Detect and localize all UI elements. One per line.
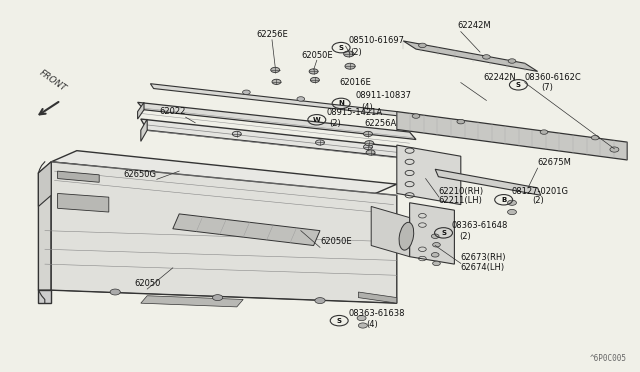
Text: 62210(RH): 62210(RH) bbox=[438, 187, 484, 196]
Polygon shape bbox=[38, 162, 51, 206]
Text: S: S bbox=[337, 318, 342, 324]
Text: (2): (2) bbox=[532, 196, 544, 205]
Polygon shape bbox=[397, 112, 627, 160]
Circle shape bbox=[344, 51, 354, 57]
Text: 62016E: 62016E bbox=[339, 78, 371, 87]
Circle shape bbox=[110, 289, 120, 295]
Circle shape bbox=[315, 298, 325, 304]
Text: W: W bbox=[313, 117, 321, 123]
Circle shape bbox=[272, 79, 281, 84]
Circle shape bbox=[540, 130, 548, 134]
Circle shape bbox=[243, 90, 250, 94]
Text: 08915-1421A: 08915-1421A bbox=[326, 108, 383, 117]
Circle shape bbox=[357, 315, 366, 321]
Text: (2): (2) bbox=[330, 119, 341, 128]
Polygon shape bbox=[410, 203, 454, 264]
Circle shape bbox=[309, 69, 318, 74]
Text: 62022: 62022 bbox=[159, 107, 186, 116]
Polygon shape bbox=[38, 162, 51, 290]
Circle shape bbox=[297, 97, 305, 101]
Text: 62211(LH): 62211(LH) bbox=[438, 196, 483, 205]
Text: 08360-6162C: 08360-6162C bbox=[525, 73, 582, 82]
Text: 08127-0201G: 08127-0201G bbox=[512, 187, 569, 196]
Text: 62673(RH): 62673(RH) bbox=[461, 253, 506, 262]
Text: 62256A: 62256A bbox=[365, 119, 397, 128]
Polygon shape bbox=[397, 145, 461, 205]
Text: N: N bbox=[338, 100, 344, 106]
Text: S: S bbox=[516, 82, 521, 88]
Text: 62050E: 62050E bbox=[320, 237, 351, 246]
Circle shape bbox=[212, 295, 223, 301]
Circle shape bbox=[366, 150, 375, 155]
Circle shape bbox=[345, 63, 355, 69]
Circle shape bbox=[457, 119, 465, 124]
Polygon shape bbox=[371, 206, 410, 257]
Polygon shape bbox=[435, 169, 541, 195]
Circle shape bbox=[364, 144, 372, 150]
Text: 62674(LH): 62674(LH) bbox=[461, 263, 505, 272]
Ellipse shape bbox=[399, 222, 413, 250]
Text: FRONT: FRONT bbox=[37, 69, 68, 94]
Text: ^6P0C005: ^6P0C005 bbox=[590, 354, 627, 363]
Polygon shape bbox=[403, 41, 538, 71]
Circle shape bbox=[358, 323, 367, 328]
Circle shape bbox=[271, 67, 280, 73]
Circle shape bbox=[431, 234, 439, 238]
Circle shape bbox=[316, 140, 324, 145]
Polygon shape bbox=[58, 193, 109, 212]
Circle shape bbox=[433, 261, 440, 266]
Circle shape bbox=[610, 147, 619, 152]
Circle shape bbox=[591, 135, 599, 140]
Polygon shape bbox=[141, 119, 422, 160]
Polygon shape bbox=[141, 296, 243, 307]
Text: 08363-61648: 08363-61648 bbox=[451, 221, 508, 230]
Polygon shape bbox=[138, 102, 416, 140]
Text: (4): (4) bbox=[366, 320, 378, 329]
Text: (2): (2) bbox=[460, 232, 471, 241]
Circle shape bbox=[431, 253, 439, 257]
Text: 62650G: 62650G bbox=[124, 170, 157, 179]
Text: (2): (2) bbox=[351, 48, 362, 57]
Circle shape bbox=[365, 141, 374, 146]
Circle shape bbox=[483, 55, 490, 59]
Text: 62050: 62050 bbox=[134, 279, 161, 288]
Polygon shape bbox=[38, 290, 51, 303]
Polygon shape bbox=[141, 119, 147, 141]
Polygon shape bbox=[173, 214, 320, 246]
Text: 62256E: 62256E bbox=[256, 30, 288, 39]
Circle shape bbox=[508, 59, 516, 63]
Text: 62242N: 62242N bbox=[483, 73, 516, 82]
Circle shape bbox=[433, 243, 440, 247]
Text: B: B bbox=[501, 197, 506, 203]
Polygon shape bbox=[51, 162, 397, 303]
Text: 08911-10837: 08911-10837 bbox=[355, 92, 412, 100]
Text: 62242M: 62242M bbox=[458, 21, 492, 30]
Text: (4): (4) bbox=[362, 103, 373, 112]
Circle shape bbox=[412, 114, 420, 118]
Text: S: S bbox=[441, 230, 446, 236]
Polygon shape bbox=[358, 292, 397, 303]
Circle shape bbox=[508, 200, 516, 205]
Polygon shape bbox=[51, 151, 397, 195]
Circle shape bbox=[364, 131, 372, 137]
Text: 08510-61697: 08510-61697 bbox=[349, 36, 405, 45]
Text: S: S bbox=[339, 45, 344, 51]
Text: 62050E: 62050E bbox=[301, 51, 333, 60]
Circle shape bbox=[232, 131, 241, 137]
Text: 62675M: 62675M bbox=[538, 158, 572, 167]
Polygon shape bbox=[138, 102, 144, 119]
Polygon shape bbox=[150, 84, 400, 116]
Circle shape bbox=[310, 77, 319, 83]
Circle shape bbox=[419, 43, 426, 48]
Circle shape bbox=[508, 209, 516, 215]
Polygon shape bbox=[58, 171, 99, 182]
Text: (7): (7) bbox=[541, 83, 553, 92]
Text: 08363-61638: 08363-61638 bbox=[349, 309, 405, 318]
